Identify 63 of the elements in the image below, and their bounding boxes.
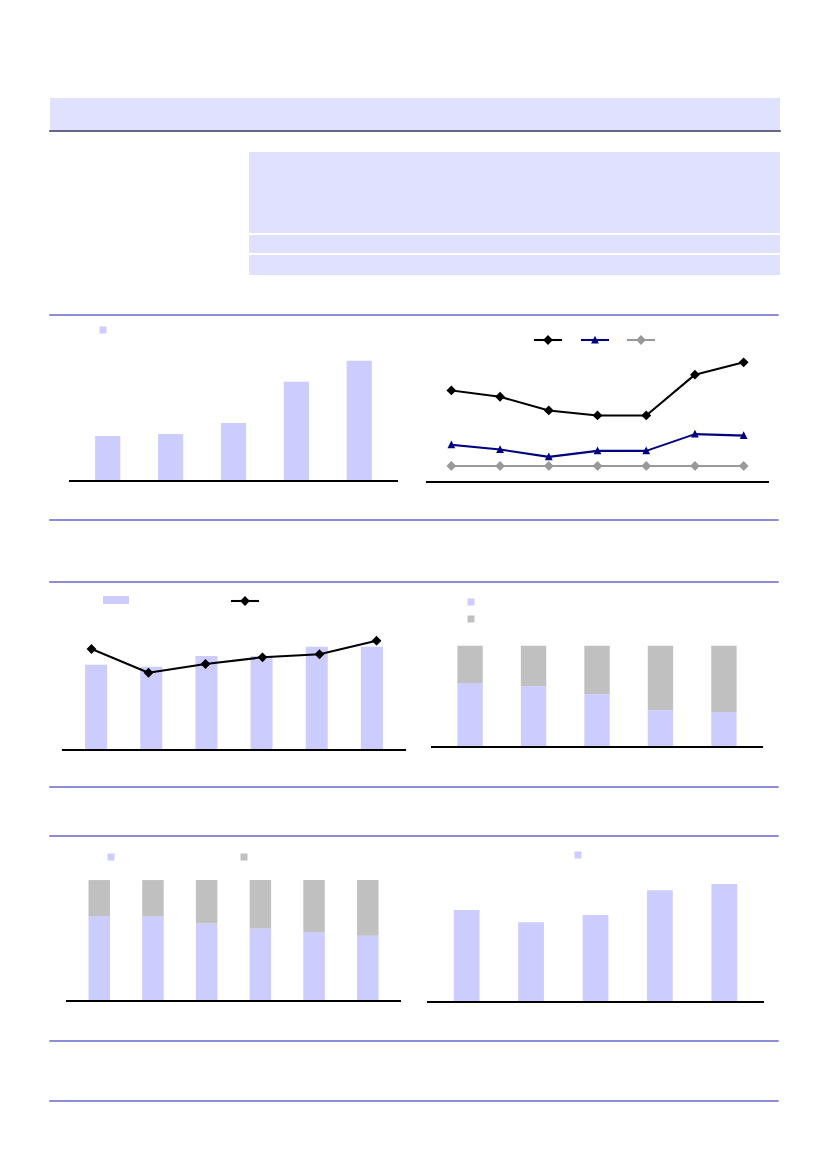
point <box>495 461 505 471</box>
point <box>446 385 456 396</box>
bar <box>195 656 218 750</box>
bar <box>220 422 247 481</box>
point <box>495 392 505 402</box>
point <box>371 636 382 646</box>
bar <box>711 883 738 1002</box>
bar <box>453 909 480 1002</box>
bar <box>249 928 272 1001</box>
point <box>690 461 700 471</box>
bar <box>142 880 164 917</box>
bar <box>357 880 379 936</box>
bar <box>346 360 372 481</box>
bar <box>303 880 325 933</box>
bar <box>518 922 544 1002</box>
bar <box>88 916 110 1001</box>
bar <box>582 915 609 1002</box>
bar <box>88 880 110 917</box>
point <box>690 370 700 380</box>
point <box>545 453 553 461</box>
bar <box>283 381 309 481</box>
point <box>314 649 325 659</box>
point <box>642 447 650 455</box>
bar <box>520 686 547 747</box>
bar <box>457 683 483 747</box>
bar <box>357 935 379 1001</box>
bar <box>360 646 383 750</box>
bar <box>584 694 610 747</box>
bar <box>250 656 273 750</box>
bar <box>195 923 218 1001</box>
bar <box>584 645 610 695</box>
point <box>641 461 651 471</box>
point <box>691 430 699 438</box>
point <box>496 446 504 454</box>
bar <box>647 709 674 747</box>
point <box>200 659 211 669</box>
bar <box>140 666 163 750</box>
point <box>544 461 554 471</box>
bar <box>158 433 184 481</box>
bar <box>303 932 325 1001</box>
bar <box>95 435 121 481</box>
bar <box>711 645 737 713</box>
point <box>739 357 749 367</box>
point <box>86 644 97 654</box>
point <box>641 410 651 421</box>
bar <box>647 890 673 1002</box>
bar <box>142 916 164 1001</box>
bar <box>520 645 547 687</box>
bar <box>249 880 272 929</box>
point <box>446 461 456 471</box>
point <box>739 461 749 471</box>
point <box>257 652 268 662</box>
bar <box>647 645 674 710</box>
bar <box>85 664 108 750</box>
bar <box>195 880 218 924</box>
bar <box>305 646 328 750</box>
bar <box>457 645 483 684</box>
bar <box>711 712 737 747</box>
point <box>143 668 154 678</box>
point <box>740 432 748 440</box>
point <box>592 461 603 471</box>
point <box>544 405 554 416</box>
point <box>447 441 455 449</box>
